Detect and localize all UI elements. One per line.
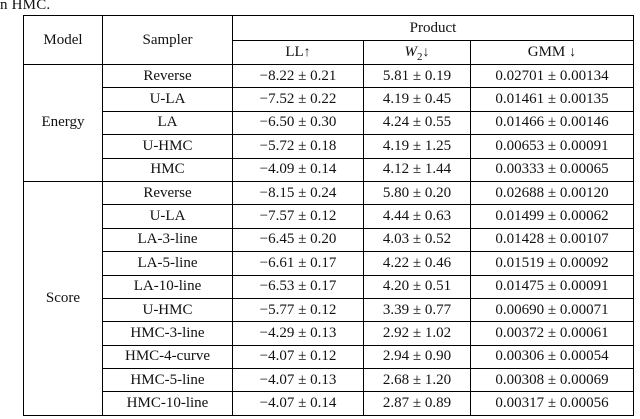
- ll-value-cell: −4.29 ± 0.13: [232, 321, 364, 346]
- sampler-cell: HMC-3-line: [102, 321, 233, 346]
- ll-value-cell: −5.72 ± 0.18: [232, 134, 364, 159]
- sampler-cell: HMC-10-line: [102, 391, 233, 416]
- down-arrow-icon: ↓: [422, 45, 430, 60]
- gmm-value-cell: 0.02701 ± 0.00134: [470, 63, 634, 89]
- caption-fragment: n HMC.: [0, 0, 51, 13]
- sampler-cell: HMC-5-line: [102, 368, 233, 393]
- metric-label: LL: [285, 44, 304, 60]
- gmm-value-cell: 0.02688 ± 0.00120: [470, 180, 634, 206]
- ll-value-cell: −6.50 ± 0.30: [232, 110, 364, 136]
- col-header-product-group: Product: [232, 15, 634, 41]
- table-row: HMC −4.09 ± 0.14 4.12 ± 1.44 0.00333 ± 0.00…: [24, 157, 634, 182]
- table-row: Energy Reverse −8.22 ± 0.21 5.81 ± 0.19 0.02…: [23, 63, 634, 182]
- table-row: HMC-10-line −4.07 ± 0.14 2.87 ± 0.89 0.0031…: [24, 391, 634, 416]
- sampler-cell: U-LA: [102, 204, 233, 229]
- up-arrow-icon: ↑: [303, 45, 311, 60]
- w2-value-cell: 4.22 ± 0.46: [363, 251, 471, 276]
- w2-value-cell: 4.12 ± 1.44: [363, 157, 471, 182]
- sampler-cell: U-LA: [102, 87, 233, 112]
- table-row: Score Reverse −8.15 ± 0.24 5.80 ± 0.20 0.026…: [23, 180, 634, 416]
- col-header-model: Model: [23, 15, 103, 65]
- w2-value-cell: 2.92 ± 1.02: [363, 321, 471, 346]
- gmm-value-cell: 0.00653 ± 0.00091: [470, 134, 634, 159]
- ll-value-cell: −4.09 ± 0.14: [232, 157, 364, 182]
- results-table: Model Sampler Product LL↑ W2↓ GMM ↓ Energ…: [23, 15, 634, 416]
- table-row: U-HMC −5.77 ± 0.12 3.39 ± 0.77 0.00690 ± 0.…: [24, 297, 634, 323]
- ll-value-cell: −8.22 ± 0.21: [232, 63, 364, 89]
- w2-value-cell: 4.19 ± 0.45: [363, 87, 471, 112]
- sampler-cell: HMC: [102, 157, 233, 182]
- ll-value-cell: −8.15 ± 0.24: [232, 180, 364, 206]
- gmm-value-cell: 0.01461 ± 0.00135: [470, 87, 634, 112]
- metric-label: GMM: [527, 44, 566, 60]
- ll-value-cell: −4.07 ± 0.13: [232, 368, 364, 393]
- model-cell-energy: Energy: [23, 64, 103, 182]
- gmm-value-cell: 0.01499 ± 0.00062: [470, 204, 634, 229]
- gmm-value-cell: 0.01466 ± 0.00146: [470, 110, 634, 136]
- table-row: U-HMC −5.72 ± 0.18 4.19 ± 1.25 0.00653 ± 0.…: [24, 134, 634, 159]
- gmm-value-cell: 0.00317 ± 0.00056: [470, 391, 634, 416]
- w2-value-cell: 2.94 ± 0.90: [363, 344, 471, 370]
- ll-value-cell: −4.07 ± 0.14: [232, 391, 364, 416]
- table-row: HMC-5-line −4.07 ± 0.13 2.68 ± 1.20 0.00308…: [24, 368, 634, 393]
- metric-label: W: [404, 44, 418, 60]
- sampler-cell: LA-3-line: [102, 227, 233, 253]
- sampler-cell: U-HMC: [102, 134, 233, 159]
- gmm-value-cell: 0.00308 ± 0.00069: [470, 368, 634, 393]
- sampler-cell: LA: [102, 110, 233, 136]
- table-body: Energy Reverse −8.22 ± 0.21 5.81 ± 0.19 0.02…: [23, 63, 634, 416]
- ll-value-cell: −5.77 ± 0.12: [232, 297, 364, 323]
- table-row: LA-5-line −6.61 ± 0.17 4.22 ± 0.46 0.01519 …: [24, 251, 634, 276]
- sampler-cell: HMC-4-curve: [102, 344, 233, 370]
- col-header-sampler: Sampler: [102, 15, 233, 65]
- gmm-value-cell: 0.00690 ± 0.00071: [470, 297, 634, 323]
- ll-value-cell: −7.57 ± 0.12: [232, 204, 364, 229]
- w2-value-cell: 4.19 ± 1.25: [363, 134, 471, 159]
- header-row-top: Model Sampler Product: [23, 15, 634, 65]
- sampler-cell: LA-10-line: [102, 274, 233, 299]
- table-row: U-LA −7.52 ± 0.22 4.19 ± 0.45 0.01461 ± 0.0…: [24, 87, 634, 112]
- ll-value-cell: −6.61 ± 0.17: [232, 251, 364, 276]
- w2-value-cell: 4.20 ± 0.51: [363, 274, 471, 299]
- ll-value-cell: −6.53 ± 0.17: [232, 274, 364, 299]
- table-row: U-LA −7.57 ± 0.12 4.44 ± 0.63 0.01499 ± 0.0…: [24, 204, 634, 229]
- w2-value-cell: 2.68 ± 1.20: [363, 368, 471, 393]
- table-row: LA-3-line −6.45 ± 0.20 4.03 ± 0.52 0.01428 …: [24, 227, 634, 253]
- model-cell-score: Score: [23, 180, 103, 416]
- table-header: Model Sampler Product LL↑ W2↓ GMM ↓: [23, 15, 634, 65]
- w2-value-cell: 4.44 ± 0.63: [363, 204, 471, 229]
- gmm-value-cell: 0.00333 ± 0.00065: [470, 157, 634, 182]
- down-arrow-icon: ↓: [569, 45, 577, 60]
- table-row: LA-10-line −6.53 ± 0.17 4.20 ± 0.51 0.01475…: [24, 274, 634, 299]
- w2-value-cell: 2.87 ± 0.89: [363, 391, 471, 416]
- metric-subscript: 2: [417, 51, 423, 63]
- w2-value-cell: 3.39 ± 0.77: [363, 297, 471, 323]
- gmm-value-cell: 0.00306 ± 0.00054: [470, 344, 634, 370]
- w2-value-cell: 5.80 ± 0.20: [363, 180, 471, 206]
- table-row: HMC-3-line −4.29 ± 0.13 2.92 ± 1.02 0.00372…: [24, 321, 634, 346]
- gmm-value-cell: 0.01519 ± 0.00092: [470, 251, 634, 276]
- ll-value-cell: −6.45 ± 0.20: [232, 227, 364, 253]
- w2-value-cell: 4.24 ± 0.55: [363, 110, 471, 136]
- col-header-ll: LL↑: [232, 40, 364, 65]
- gmm-value-cell: 0.00372 ± 0.00061: [470, 321, 634, 346]
- table-row: HMC-4-curve −4.07 ± 0.12 2.94 ± 0.90 0.0030…: [24, 344, 634, 370]
- w2-value-cell: 5.81 ± 0.19: [363, 63, 471, 89]
- gmm-value-cell: 0.01475 ± 0.00091: [470, 274, 634, 299]
- table-row: LA −6.50 ± 0.30 4.24 ± 0.55 0.01466 ± 0.001…: [24, 110, 634, 136]
- gmm-value-cell: 0.01428 ± 0.00107: [470, 227, 634, 253]
- sampler-cell: Reverse: [102, 63, 233, 89]
- sampler-cell: U-HMC: [102, 297, 233, 323]
- w2-value-cell: 4.03 ± 0.52: [363, 227, 471, 253]
- sampler-cell: LA-5-line: [102, 251, 233, 276]
- ll-value-cell: −7.52 ± 0.22: [232, 87, 364, 112]
- ll-value-cell: −4.07 ± 0.12: [232, 344, 364, 370]
- col-header-w2: W2↓: [363, 40, 471, 65]
- sampler-cell: Reverse: [102, 180, 233, 206]
- col-header-gmm: GMM ↓: [470, 40, 634, 65]
